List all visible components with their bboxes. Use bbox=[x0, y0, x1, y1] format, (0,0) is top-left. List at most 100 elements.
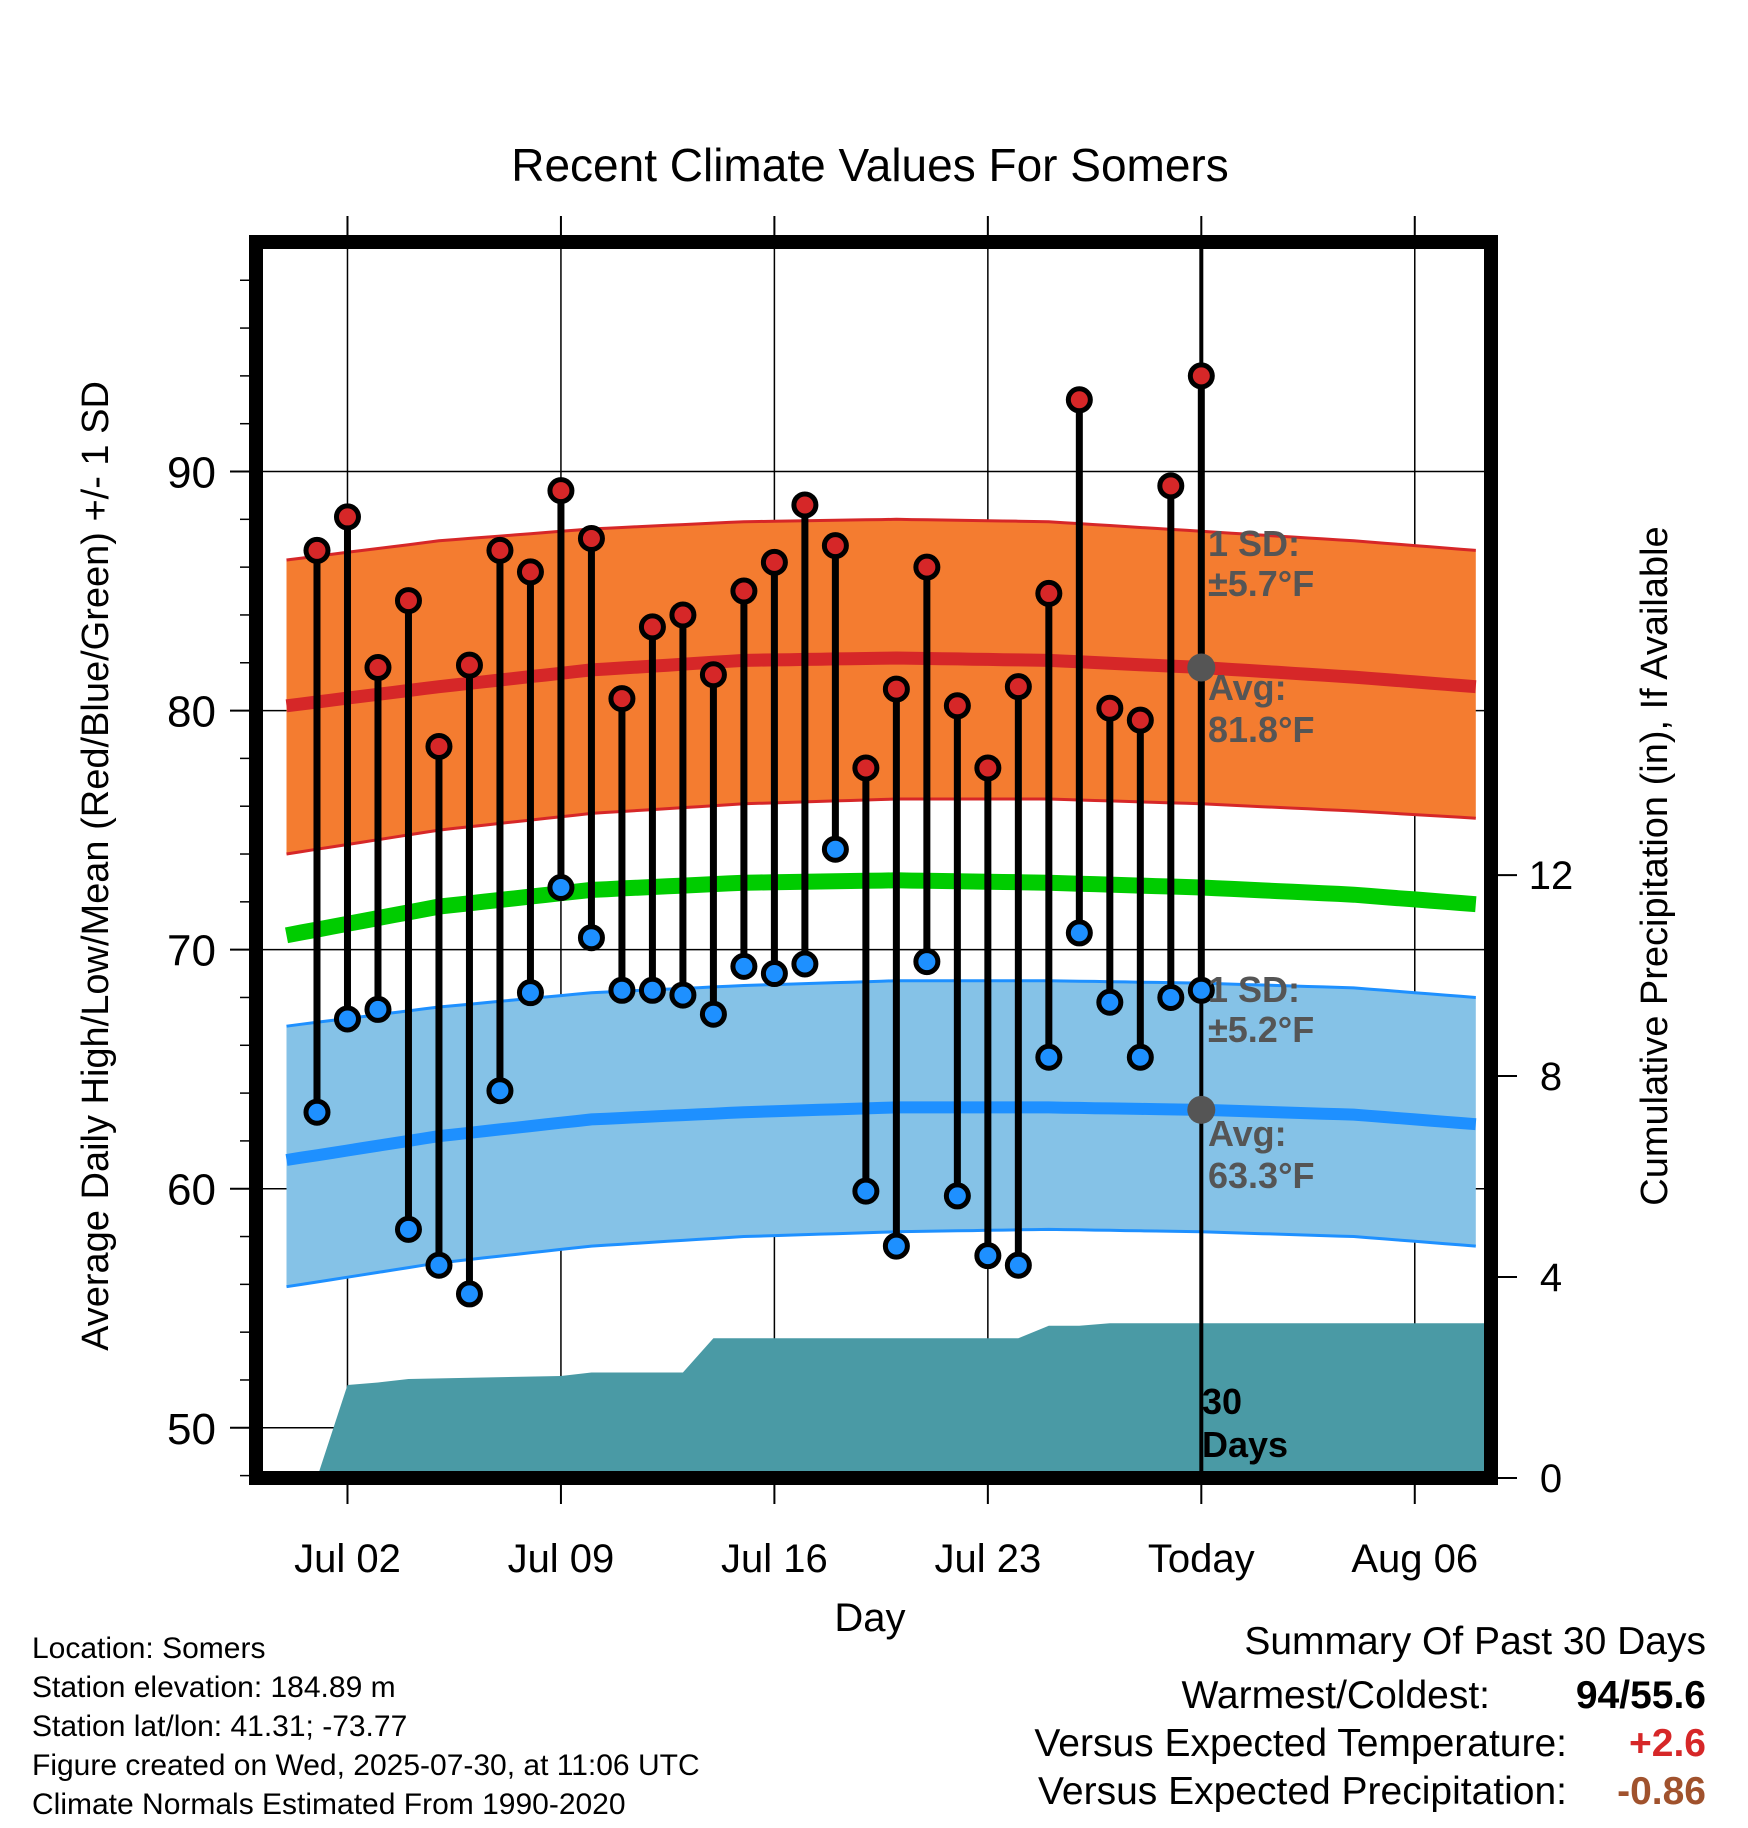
daily-high-point bbox=[760, 548, 788, 576]
daily-low-point bbox=[791, 950, 819, 978]
high-average-today-marker bbox=[1187, 653, 1216, 682]
daily-high-point bbox=[364, 654, 392, 682]
warmest-value: 94 bbox=[1575, 1674, 1620, 1717]
low-average-today-marker bbox=[1187, 1095, 1216, 1124]
daily-low-point bbox=[974, 1242, 1002, 1270]
precip-value: -0.86 bbox=[1617, 1770, 1706, 1813]
daily-low-point bbox=[455, 1280, 483, 1308]
precip-area-fill bbox=[318, 1323, 1485, 1472]
daily-high-point bbox=[699, 661, 727, 689]
daily-low-point bbox=[669, 981, 697, 1009]
daily-low-point bbox=[1065, 919, 1093, 947]
warm-cold-value: 94/55.6 bbox=[1575, 1674, 1706, 1717]
daily-high-point bbox=[516, 558, 544, 586]
elevation-text: Station elevation: 184.89 m bbox=[32, 1671, 396, 1704]
daily-high-point bbox=[852, 754, 880, 782]
y-left-tick-label: 60 bbox=[167, 1166, 216, 1215]
daily-low-point bbox=[699, 1000, 727, 1028]
daily-points bbox=[303, 362, 1215, 1308]
daily-low-point bbox=[577, 924, 605, 952]
mean-average-line bbox=[285, 872, 1477, 944]
daily-high-point bbox=[547, 477, 575, 505]
daily-low-point bbox=[730, 952, 758, 980]
y-left-tick-label: 80 bbox=[167, 688, 216, 737]
high-upper-edge bbox=[286, 517, 1476, 562]
coldest-value: 55.6 bbox=[1630, 1674, 1706, 1717]
daily-high-point bbox=[1096, 694, 1124, 722]
y-right-tick-label: 0 bbox=[1540, 1457, 1562, 1501]
daily-low-point bbox=[638, 976, 666, 1004]
low-sd-label: 1 SD: bbox=[1208, 969, 1300, 1010]
daily-high-point bbox=[1157, 472, 1185, 500]
daily-low-point bbox=[1157, 983, 1185, 1011]
daily-high-point bbox=[333, 503, 361, 531]
high-average-line bbox=[285, 651, 1477, 713]
axes: 50 60 70 80 90 0 4 8 12 Jul 02 Jul 09 Jul 16 Jul 23 T… bbox=[167, 216, 1573, 1581]
low-sd-value: ±5.2°F bbox=[1208, 1009, 1314, 1050]
daily-high-point bbox=[608, 685, 636, 713]
chart-title: Recent Climate Values For Somers bbox=[511, 139, 1229, 191]
daily-low-point bbox=[425, 1251, 453, 1279]
location-text: Location: Somers bbox=[32, 1632, 266, 1665]
y-right-tick-label: 4 bbox=[1540, 1256, 1562, 1300]
band-annotations: 1 SD: ±5.7°F Avg: 81.8°F 1 SD: ±5.2°F Av… bbox=[1202, 523, 1314, 1465]
daily-high-point bbox=[425, 732, 453, 760]
y-left-tick-label: 50 bbox=[167, 1405, 216, 1454]
y-right-tick-label: 12 bbox=[1529, 854, 1574, 898]
daily-high-point bbox=[913, 553, 941, 581]
daily-low-point bbox=[1035, 1043, 1063, 1071]
temp-label: Versus Expected Temperature: bbox=[1034, 1722, 1567, 1765]
daily-low-point bbox=[516, 979, 544, 1007]
x-tick-label: Today bbox=[1148, 1537, 1255, 1581]
daily-high-point bbox=[730, 577, 758, 605]
days-unit-label: Days bbox=[1202, 1424, 1288, 1465]
y-right-tick-label: 8 bbox=[1540, 1055, 1562, 1099]
x-tick-label: Jul 09 bbox=[508, 1537, 615, 1581]
normals-text: Climate Normals Estimated From 1990-2020 bbox=[32, 1788, 626, 1821]
high-lower-edge bbox=[286, 797, 1476, 856]
summary-title: Summary Of Past 30 Days bbox=[1244, 1620, 1706, 1663]
x-tick-label: Jul 16 bbox=[721, 1537, 828, 1581]
precip-label: Versus Expected Precipitation: bbox=[1038, 1770, 1567, 1813]
low-avg-label: Avg: bbox=[1208, 1113, 1287, 1154]
daily-high-point bbox=[486, 536, 514, 564]
normal-bands bbox=[285, 517, 1477, 1289]
daily-low-point bbox=[303, 1098, 331, 1126]
warm-cold-label: Warmest/Coldest: bbox=[1181, 1674, 1490, 1717]
daily-low-point bbox=[333, 1005, 361, 1033]
high-sd-label: 1 SD: bbox=[1208, 523, 1300, 564]
daily-high-point bbox=[974, 754, 1002, 782]
high-avg-label: Avg: bbox=[1208, 667, 1287, 708]
daily-high-point bbox=[882, 675, 910, 703]
daily-high-point bbox=[394, 587, 422, 615]
y-left-tick-label: 90 bbox=[167, 449, 216, 498]
daily-high-point bbox=[1187, 362, 1215, 390]
daily-high-point bbox=[1035, 579, 1063, 607]
daily-low-point bbox=[364, 995, 392, 1023]
y-axis-label-right: Cumulative Precipitation (in), If Availa… bbox=[1634, 526, 1676, 1205]
x-tick-label: Jul 02 bbox=[294, 1537, 401, 1581]
days-count-label: 30 bbox=[1202, 1381, 1242, 1422]
high-sd-value: ±5.7°F bbox=[1208, 563, 1314, 604]
daily-low-point bbox=[1126, 1043, 1154, 1071]
daily-low-point bbox=[913, 948, 941, 976]
high-avg-value: 81.8°F bbox=[1208, 709, 1314, 750]
daily-low-point bbox=[1004, 1251, 1032, 1279]
temp-value: +2.6 bbox=[1629, 1722, 1706, 1765]
daily-high-point bbox=[455, 651, 483, 679]
y-axis-label-left: Average Daily High/Low/Mean (Red/Blue/Gr… bbox=[75, 381, 117, 1351]
daily-low-point bbox=[1096, 988, 1124, 1016]
precipitation-area bbox=[318, 1323, 1485, 1472]
daily-high-point bbox=[577, 524, 605, 552]
daily-low-point bbox=[547, 873, 575, 901]
created-text: Figure created on Wed, 2025-07-30, at 11… bbox=[32, 1749, 700, 1782]
daily-high-point bbox=[638, 613, 666, 641]
daily-high-point bbox=[1065, 386, 1093, 414]
daily-high-point bbox=[821, 532, 849, 560]
daily-low-point bbox=[821, 835, 849, 863]
daily-low-point bbox=[394, 1215, 422, 1243]
daily-low-point bbox=[486, 1077, 514, 1105]
x-tick-label: Aug 06 bbox=[1351, 1537, 1478, 1581]
high-sd-band bbox=[286, 519, 1476, 854]
